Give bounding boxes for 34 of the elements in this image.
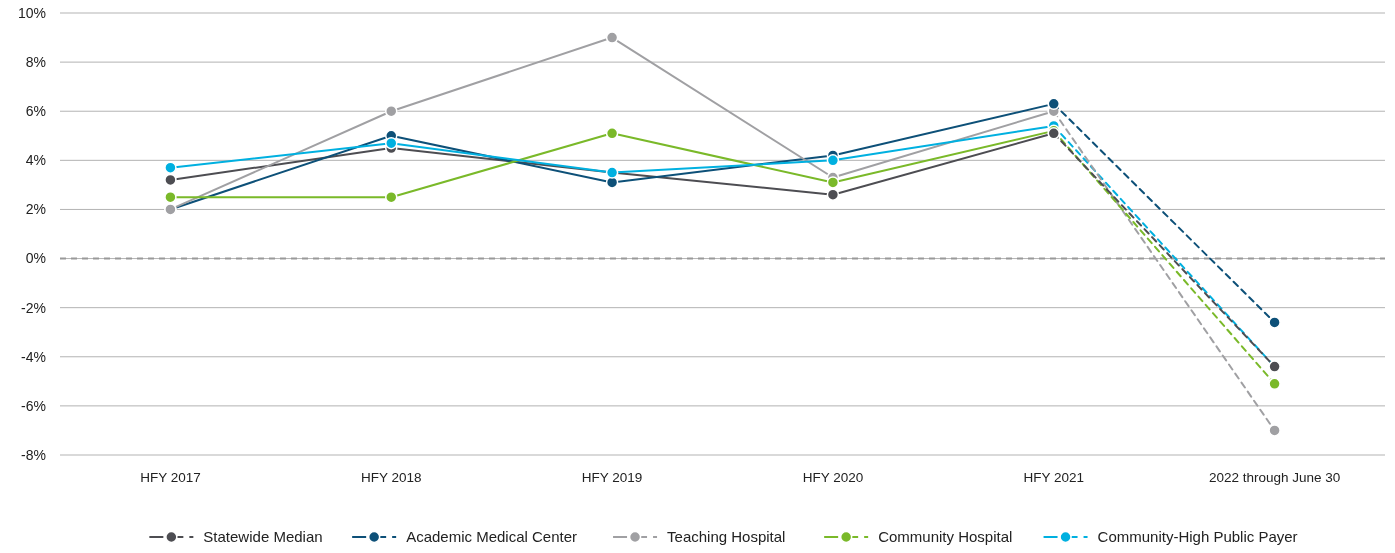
point [385,104,398,118]
y-tick-label: 4% [25,152,46,169]
y-tick-label: -4% [21,348,46,365]
y-tick-label: -8% [21,446,46,463]
point [385,136,398,150]
legend-label: Community-High Public Payer [1097,528,1298,545]
x-tick-label: 2022 through June 30 [1208,470,1341,485]
y-tick-label: 2% [25,201,46,218]
point [164,173,177,187]
y-tick-label: -2% [21,299,46,316]
y-tick-label: 8% [25,54,46,71]
legend-label: Community Hospital [878,528,1013,545]
x-tick-label: HFY 2017 [140,470,201,485]
legend-label: Statewide Median [203,528,323,545]
point [1268,316,1281,329]
point [826,176,840,189]
x-tick-label: HFY 2020 [802,470,864,485]
point [605,31,619,44]
point [1268,424,1281,437]
point [826,188,840,201]
y-tick-label: 10% [17,4,46,21]
x-tick-label: HFY 2021 [1023,470,1085,485]
point [1268,377,1281,391]
point [826,154,840,167]
point [164,190,177,204]
x-tick-label: HFY 2018 [360,470,422,485]
legend-label: Academic Medical Center [406,528,578,545]
point [385,190,398,204]
y-tick-label: 0% [25,250,46,267]
point [605,127,619,140]
y-tick-label: 6% [25,103,46,120]
legend-label: Teaching Hospital [667,528,786,545]
x-tick-label: HFY 2019 [581,470,643,485]
y-tick-label: -6% [21,397,46,414]
